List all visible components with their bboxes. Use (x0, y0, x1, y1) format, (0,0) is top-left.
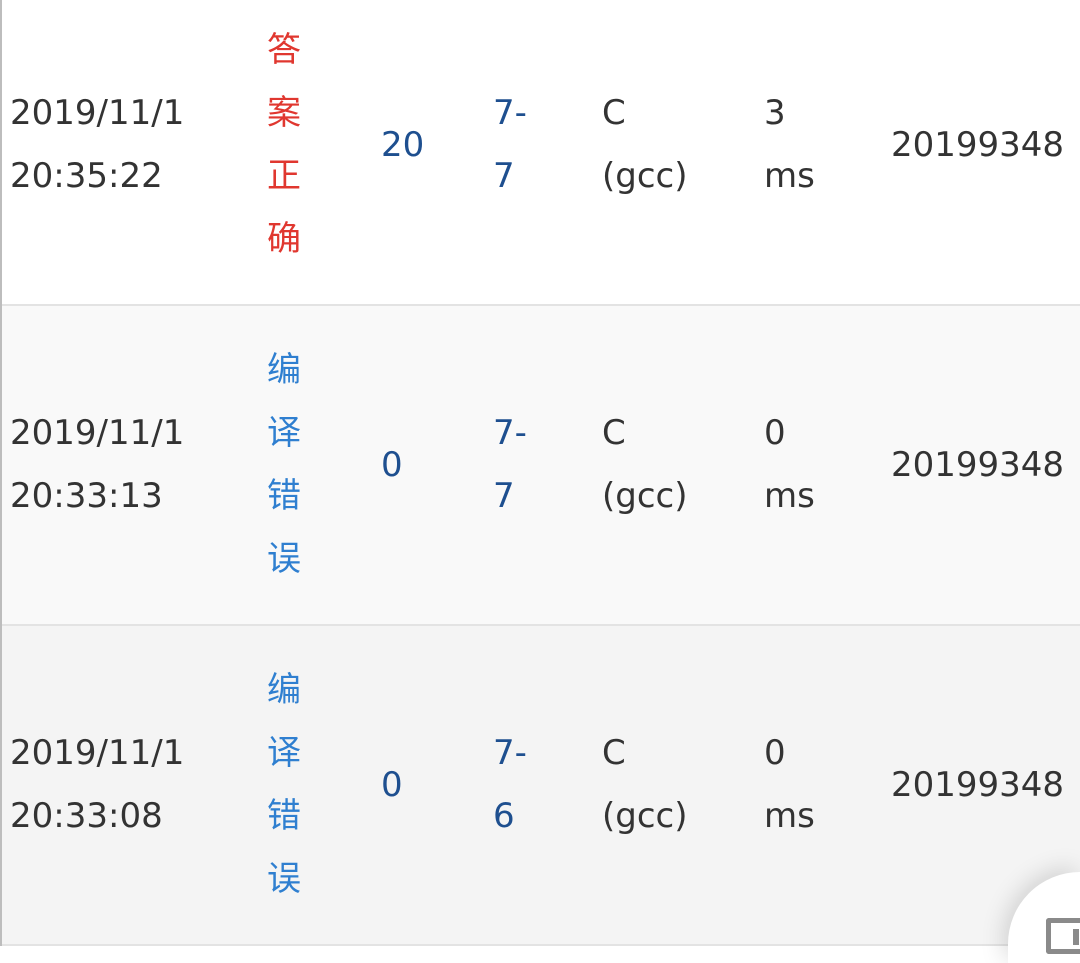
language: C (gcc) (602, 93, 688, 196)
language: C (gcc) (602, 733, 688, 836)
runtime: 0 ms (764, 413, 815, 516)
table-row[interactable]: 2019/11/1 20:33:13 编译错误 0 7-7 C (gcc) 0 … (2, 306, 1080, 626)
problem-link[interactable]: 7-7 (493, 413, 527, 516)
score: 0 (381, 444, 403, 485)
status-link[interactable]: 编译错误 (267, 670, 301, 899)
status-link[interactable]: 编译错误 (267, 350, 301, 579)
language: C (gcc) (602, 413, 688, 516)
user: 20199348 (891, 124, 1065, 165)
runtime: 0 ms (764, 733, 815, 836)
status-link[interactable]: 答案正确 (267, 30, 301, 259)
submit-time: 2019/11/1 20:33:13 (10, 413, 185, 516)
submit-time: 2019/11/1 20:35:22 (10, 93, 185, 196)
table-row[interactable]: 2019/11/1 20:35:22 答案正确 20 7-7 C (gcc) 3… (2, 0, 1080, 306)
score: 0 (381, 764, 403, 805)
problem-link[interactable]: 7-6 (493, 733, 527, 836)
table-row[interactable]: 2019/11/1 20:33:08 编译错误 0 7-6 C (gcc) 0 … (2, 626, 1080, 946)
submit-time: 2019/11/1 20:33:08 (10, 733, 185, 836)
feedback-icon (1046, 918, 1080, 954)
user: 20199348 (891, 444, 1065, 485)
problem-link[interactable]: 7-7 (493, 93, 527, 196)
runtime: 3 ms (764, 93, 815, 196)
score: 20 (381, 124, 425, 165)
user: 20199348 (891, 764, 1065, 805)
